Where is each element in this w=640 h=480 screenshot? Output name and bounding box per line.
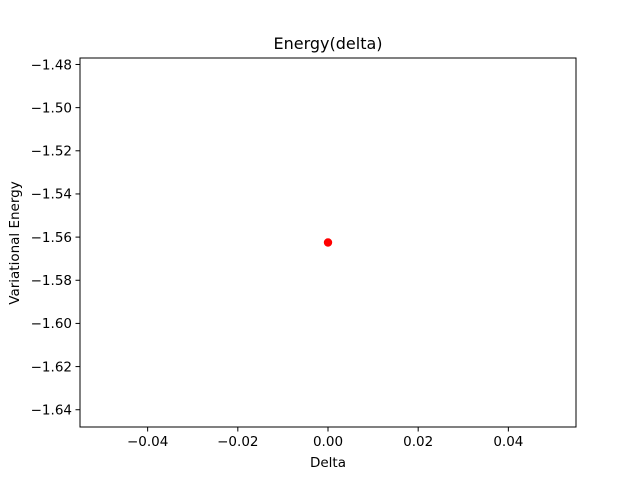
x-tick-label: −0.02 <box>217 434 258 450</box>
y-tick-label: −1.64 <box>31 403 72 419</box>
y-tick-label: −1.58 <box>31 273 72 289</box>
data-point-0-0 <box>323 238 333 247</box>
y-tick-label: −1.56 <box>31 230 72 246</box>
x-tick-label: −0.04 <box>127 434 168 450</box>
y-axis-label: Variational Energy <box>7 181 23 304</box>
x-axis-label: Delta <box>310 455 346 471</box>
y-tick-label: −1.48 <box>31 57 72 73</box>
plot-area: −0.04 −0.02 0.00 0.02 0.04 −1.48 −1.50 −1.52 −1.… <box>31 57 577 450</box>
chart-title: Energy(delta) <box>273 34 382 53</box>
y-tick-label: −1.62 <box>31 359 72 375</box>
y-tick-label: −1.60 <box>31 316 72 332</box>
x-tick-label: 0.04 <box>493 434 523 450</box>
y-tick-label: −1.54 <box>31 187 72 203</box>
plot-frame <box>79 57 577 428</box>
y-tick-label: −1.50 <box>31 100 72 116</box>
x-tick-label: 0.00 <box>313 434 343 450</box>
x-tick-label: 0.02 <box>403 434 433 450</box>
y-tick-label: −1.52 <box>31 144 72 160</box>
